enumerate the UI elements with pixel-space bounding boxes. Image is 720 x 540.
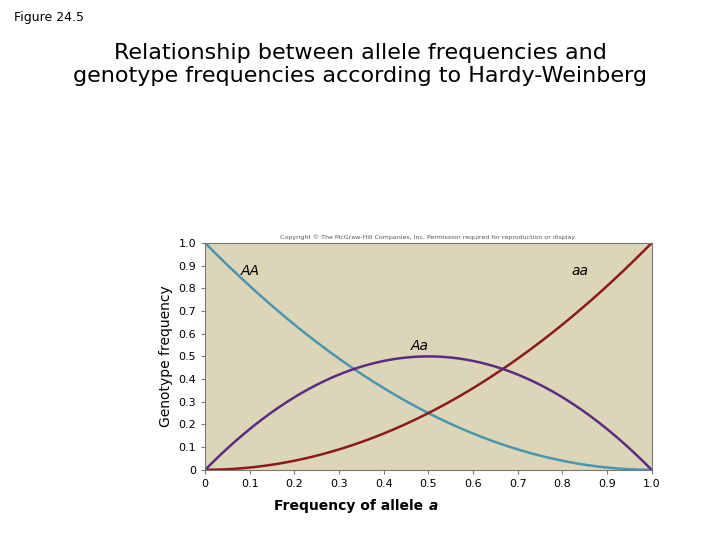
Text: a: a <box>428 500 438 514</box>
Text: aa: aa <box>571 264 588 278</box>
Text: Relationship between allele frequencies and
genotype frequencies according to Ha: Relationship between allele frequencies … <box>73 43 647 86</box>
Text: Figure 24.5: Figure 24.5 <box>14 11 84 24</box>
Text: Frequency of allele: Frequency of allele <box>274 500 428 514</box>
Text: AA: AA <box>241 264 260 278</box>
Text: Aa: Aa <box>410 339 428 353</box>
Text: Copyright © The McGraw-Hill Companies, Inc. Permission required for reproduction: Copyright © The McGraw-Hill Companies, I… <box>280 234 577 240</box>
Y-axis label: Genotype frequency: Genotype frequency <box>159 286 173 427</box>
